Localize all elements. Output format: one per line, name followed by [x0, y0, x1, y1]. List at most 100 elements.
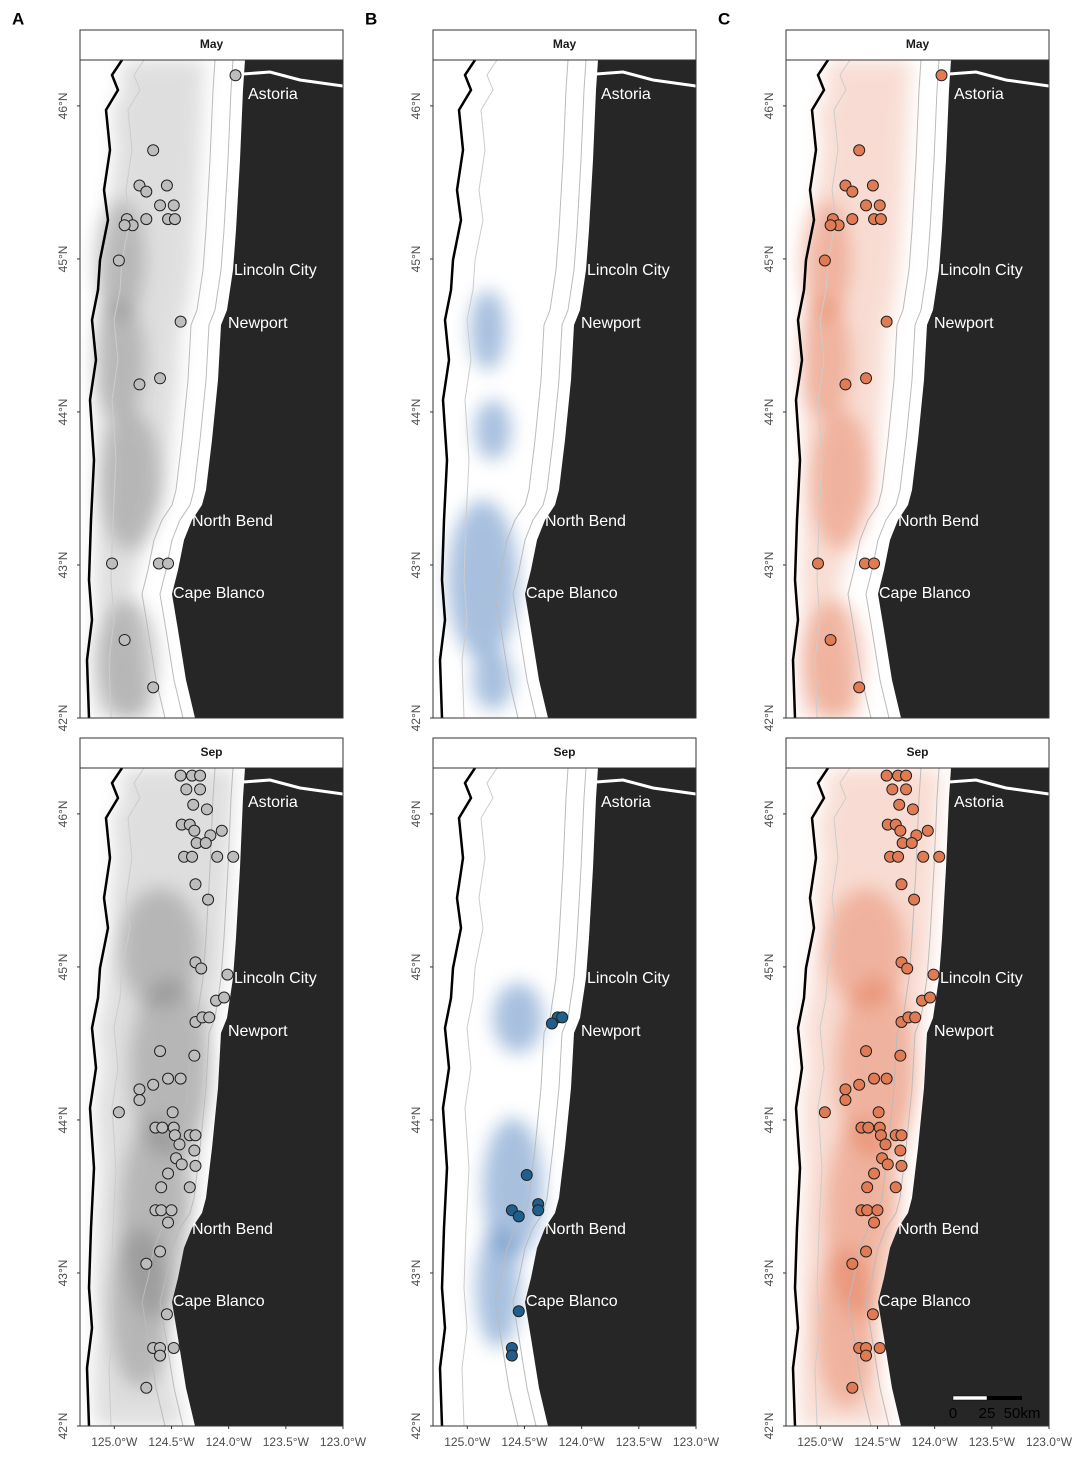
isobath [159, 60, 234, 718]
observation-point [880, 769, 893, 782]
y-tick-label: 43°N [56, 552, 70, 579]
facet-strip [79, 737, 344, 769]
observation-point [229, 69, 242, 82]
isobath [847, 768, 922, 1426]
observation-point [861, 1204, 874, 1217]
observation-point [860, 1045, 873, 1058]
observation-point [188, 1144, 201, 1157]
observation-point [160, 179, 173, 192]
panel-border [785, 767, 1050, 1427]
isobath [159, 768, 234, 1426]
domain-boundary [85, 768, 124, 1426]
observation-point [174, 315, 187, 328]
x-tick-label: 124.5°W [501, 1435, 548, 1449]
density-hotspot [120, 888, 200, 1008]
scale-bar [952, 1395, 988, 1401]
city-label: Cape Blanco [879, 1293, 971, 1310]
y-tick-label: 46°N [56, 93, 70, 120]
observation-point [860, 372, 873, 385]
city-label: Newport [581, 315, 641, 332]
y-tick-label: 44°N [56, 1107, 70, 1134]
city-label: Lincoln City [234, 262, 317, 279]
observation-point [227, 850, 240, 863]
observation-point [166, 1106, 179, 1119]
observation-point [165, 1204, 178, 1217]
isobath [814, 60, 851, 718]
y-tick-label: 43°N [409, 552, 423, 579]
observation-point [894, 1144, 907, 1157]
y-tick-label: 43°N [56, 1260, 70, 1287]
observation-point [812, 557, 825, 570]
observation-point [520, 1169, 533, 1182]
observation-point [839, 1094, 852, 1107]
x-tick-label: 125.0°W [797, 1435, 844, 1449]
observation-point [860, 199, 873, 212]
observation-point [200, 803, 213, 816]
city-label: North Bend [192, 1221, 273, 1238]
land [525, 60, 696, 718]
observation-point [154, 1245, 167, 1258]
observation-point [155, 1181, 168, 1194]
y-tick-label: 46°N [56, 801, 70, 828]
isobath [494, 60, 569, 718]
observation-point [186, 850, 199, 863]
observation-point [917, 850, 930, 863]
y-tick-label: 45°N [56, 246, 70, 273]
observation-point [221, 968, 234, 981]
observation-point [195, 962, 208, 975]
facet-title: May [200, 37, 224, 51]
y-tick-label: 44°N [762, 399, 776, 426]
observation-point [112, 254, 125, 267]
facet-title: Sep [906, 745, 928, 759]
city-label: Cape Blanco [173, 585, 265, 602]
city-label: Lincoln City [587, 262, 670, 279]
observation-point [908, 893, 921, 906]
city-label: Newport [228, 1023, 288, 1040]
x-tick-label: 123.5°W [616, 1435, 663, 1449]
city-label: Astoria [954, 794, 1004, 811]
observation-point [933, 850, 946, 863]
observation-point [199, 836, 212, 849]
observation-point [187, 798, 200, 811]
observation-point [872, 1106, 885, 1119]
observation-point [824, 219, 837, 232]
y-tick-label: 44°N [409, 399, 423, 426]
observation-point [866, 179, 879, 192]
observation-point [846, 1257, 859, 1270]
y-tick-label: 44°N [56, 399, 70, 426]
city-label: Astoria [601, 86, 651, 103]
scale-label: 0 [949, 1405, 957, 1422]
isobath [512, 60, 587, 718]
density-hotspot [493, 983, 543, 1053]
observation-point [894, 824, 907, 837]
observation-point [154, 1045, 167, 1058]
observation-point [860, 1349, 873, 1362]
observation-point [155, 1204, 168, 1217]
city-label: Astoria [954, 86, 1004, 103]
observation-point [818, 254, 831, 267]
observation-point [112, 1106, 125, 1119]
x-tick-label: 124.0°W [206, 1435, 253, 1449]
facet-strip [79, 29, 344, 61]
panel-label: A [12, 9, 24, 28]
river [948, 70, 1049, 88]
density-hotspot [448, 500, 518, 660]
density-hotspot [95, 300, 145, 420]
observation-point [167, 1341, 180, 1354]
observation-point [156, 1121, 169, 1134]
density-hotspot [801, 300, 851, 420]
river [242, 778, 343, 796]
city-label: North Bend [898, 1221, 979, 1238]
observation-point [924, 991, 937, 1004]
land [172, 768, 343, 1426]
observation-point [905, 836, 918, 849]
observation-point [203, 1011, 216, 1024]
x-tick-label: 123.0°W [320, 1435, 367, 1449]
x-tick-label: 125.0°W [444, 1435, 491, 1449]
panel-label: C [718, 9, 730, 28]
city-label: Lincoln City [234, 970, 317, 987]
y-tick-label: 45°N [762, 246, 776, 273]
panel-border [79, 767, 344, 1427]
isobath [814, 768, 851, 1426]
